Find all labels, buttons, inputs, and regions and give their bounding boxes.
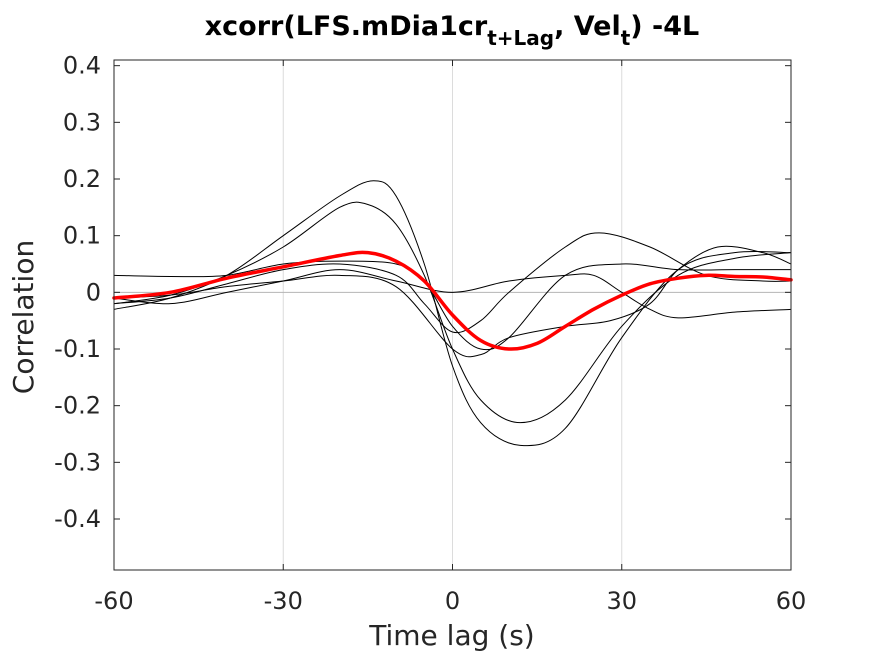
series-line-6 bbox=[113, 269, 792, 319]
x-tick-label: 60 bbox=[776, 587, 807, 615]
axes-box bbox=[113, 59, 792, 571]
y-tick-label: -0.2 bbox=[54, 392, 101, 420]
y-tick-label: -0.4 bbox=[54, 505, 101, 533]
y-axis-label: Correlation bbox=[7, 240, 40, 394]
y-tick-label: 0.4 bbox=[63, 52, 101, 80]
series-line-5 bbox=[113, 260, 792, 351]
y-tick-labels: 0.4 0.3 0.2 0.1 0 -0.1 -0.2 -0.3 -0.4 bbox=[54, 52, 101, 533]
x-tick-label: 0 bbox=[445, 587, 460, 615]
y-tick-label: 0.1 bbox=[63, 222, 101, 250]
x-tick-label: 30 bbox=[606, 587, 637, 615]
chart-title: xcorr(LFS.mDia1crt+Lag, Velt) -4L bbox=[205, 11, 699, 50]
series-line-3 bbox=[113, 232, 792, 334]
y-tick-label: 0 bbox=[86, 278, 101, 306]
y-tick-label: -0.3 bbox=[54, 448, 101, 476]
y-tick-label: 0.2 bbox=[63, 165, 101, 193]
series-line-1 bbox=[113, 201, 792, 424]
x-axis-label: Time lag (s) bbox=[368, 619, 534, 652]
x-tick-labels: -60 -30 0 30 60 bbox=[94, 587, 806, 615]
x-tick-label: -60 bbox=[94, 587, 133, 615]
series-lines bbox=[112, 180, 793, 447]
x-tick-label: -30 bbox=[264, 587, 303, 615]
y-tick-label: 0.3 bbox=[63, 108, 101, 136]
y-tick-label: -0.1 bbox=[54, 335, 101, 363]
mean-series-line bbox=[112, 250, 793, 351]
